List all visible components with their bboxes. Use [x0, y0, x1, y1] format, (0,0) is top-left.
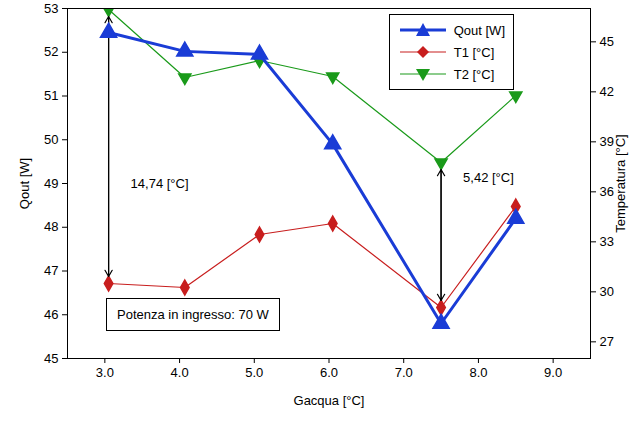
- svg-text:8.0: 8.0: [469, 365, 487, 380]
- html-text:T2 [°C]: T2 [°C]: [453, 66, 495, 82]
- svg-text:4.0: 4.0: [171, 365, 189, 380]
- svg-text:14,74 [°C]: 14,74 [°C]: [131, 176, 189, 191]
- svg-text:36: 36: [599, 184, 614, 199]
- svg-text:33: 33: [600, 234, 614, 249]
- svg-text:3.0: 3.0: [96, 365, 114, 380]
- svg-text:5,42 [°C]: 5,42 [°C]: [463, 170, 514, 185]
- svg-text:30: 30: [600, 284, 614, 299]
- svg-text:50: 50: [44, 132, 58, 147]
- svg-text:Temperatura [°C]: Temperatura [°C]: [613, 134, 628, 232]
- html-text:Qout [W]: Qout [W]: [453, 22, 505, 38]
- svg-text:47: 47: [44, 263, 58, 278]
- svg-text:53: 53: [44, 1, 58, 16]
- svg-text:7.0: 7.0: [395, 365, 413, 380]
- svg-text:6.0: 6.0: [320, 365, 338, 380]
- svg-text:52: 52: [44, 44, 58, 59]
- svg-text:45: 45: [44, 351, 58, 366]
- svg-text:Qout [W]: Qout [W]: [17, 158, 32, 209]
- html-text:Potenza in ingresso: 70 W: Potenza in ingresso: 70 W: [117, 307, 269, 322]
- svg-text:46: 46: [44, 307, 58, 322]
- svg-text:Gacqua [°C]: Gacqua [°C]: [294, 393, 365, 408]
- svg-text:49: 49: [44, 176, 58, 191]
- svg-text:42: 42: [600, 84, 614, 99]
- svg-text:39: 39: [599, 134, 614, 149]
- svg-text:51: 51: [44, 88, 58, 103]
- svg-text:5.0: 5.0: [245, 365, 263, 380]
- svg-text:48: 48: [44, 219, 58, 234]
- svg-text:9.0: 9.0: [544, 365, 562, 380]
- html-text:T1 [°C]: T1 [°C]: [453, 44, 495, 60]
- svg-text:45: 45: [600, 34, 614, 49]
- svg-text:27: 27: [600, 334, 614, 349]
